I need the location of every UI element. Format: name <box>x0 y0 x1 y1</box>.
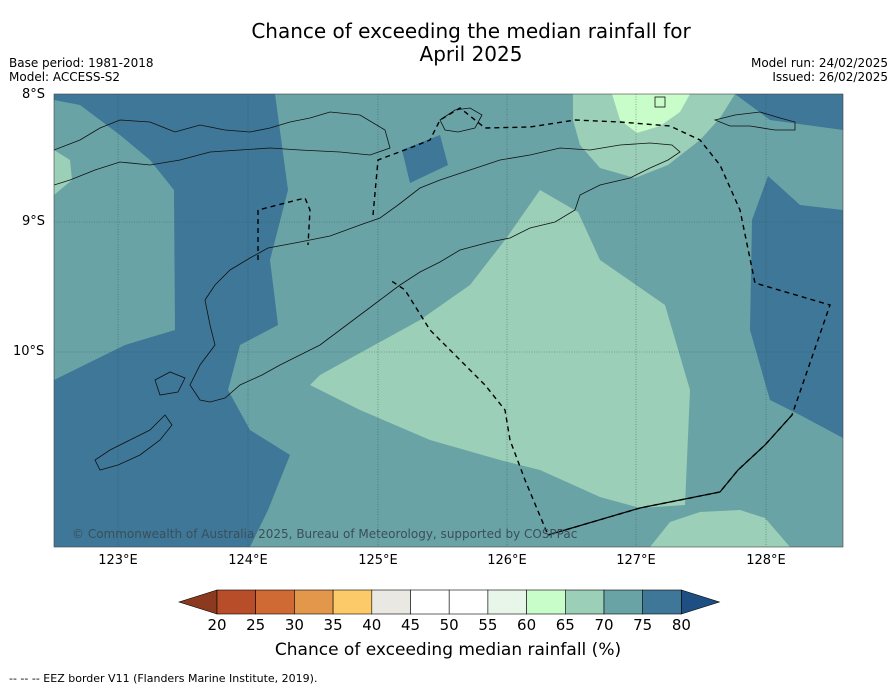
colorbar <box>178 589 721 615</box>
zone-75-80-east <box>750 176 843 438</box>
colorbar-tick-label: 25 <box>246 616 266 634</box>
issued-date: Issued: 26/02/2025 <box>772 70 888 84</box>
colorbar-swatch <box>410 589 450 615</box>
colorbar-tick-label: 35 <box>323 616 343 634</box>
zone-75-80-ne <box>735 94 843 130</box>
base-period: Base period: 1981-2018 <box>9 56 154 70</box>
colorbar-tick-label: 40 <box>362 616 382 634</box>
wetar-coast <box>713 111 796 131</box>
model-run: Model run: 24/02/2025 <box>750 56 888 70</box>
zone-65-70-north <box>573 94 735 178</box>
flores-coastline <box>54 111 391 186</box>
colorbar-tick-label: 55 <box>478 616 498 634</box>
colorbar-swatch <box>603 589 644 615</box>
colorbar-tick-label: 60 <box>517 616 537 634</box>
lon-label-127e: 127°E <box>616 553 656 568</box>
footer-note: -- -- -- EEZ border V11 (Flanders Marine… <box>9 672 318 685</box>
colorbar-tick-label: 75 <box>633 616 653 634</box>
colorbar-tick-label: 20 <box>207 616 227 634</box>
copyright-text: © Commonwealth of Australia 2025, Bureau… <box>72 527 577 541</box>
zone-65-70-central <box>310 190 690 508</box>
model-name: Model: ACCESS-S2 <box>9 70 121 84</box>
zone-65-70-south <box>650 510 790 547</box>
colorbar-swatch <box>487 589 527 615</box>
lon-label-128e: 128°E <box>746 553 786 568</box>
zone-75-80-west <box>54 94 290 547</box>
lon-label-126e: 126°E <box>487 553 527 568</box>
colorbar-tick-label: 70 <box>594 616 614 634</box>
title-line-2: April 2025 <box>419 42 523 66</box>
colorbar-extend-low <box>178 589 218 615</box>
colorbar-swatch <box>526 589 566 615</box>
colorbar-swatch <box>564 589 605 615</box>
lat-label-10s: 10°S <box>13 344 45 359</box>
map-area <box>54 94 843 547</box>
colorbar-swatch <box>255 589 295 615</box>
colorbar-swatch <box>332 589 373 615</box>
colorbar-tick-label: 30 <box>284 616 304 634</box>
title-line-1: Chance of exceeding the median rainfall … <box>251 19 691 43</box>
meta-left: Base period: 1981-2018 Model: ACCESS-S2 <box>9 56 154 84</box>
colorbar-title: Chance of exceeding median rainfall (%) <box>274 640 622 660</box>
colorbar-swatch <box>448 589 489 615</box>
colorbar-tick-label: 80 <box>671 616 691 634</box>
colorbar-swatch <box>216 589 257 615</box>
map-frame <box>53 93 844 548</box>
colorbar-swatch <box>371 589 411 615</box>
colorbar-tick-label: 65 <box>555 616 575 634</box>
lat-label-9s: 9°S <box>22 214 46 229</box>
graticule <box>54 94 843 547</box>
colorbar-swatch <box>642 589 682 615</box>
rote-island <box>154 371 186 396</box>
lat-label-8s: 8°S <box>22 87 46 102</box>
timor-coastline <box>189 142 681 403</box>
small-island <box>654 96 666 108</box>
zone-70-75-west-inner <box>54 105 172 375</box>
colorbar-swatch <box>294 589 334 615</box>
colorbar-extend-high <box>681 589 721 615</box>
sumba-coast <box>94 414 173 471</box>
map-title: Chance of exceeding the median rainfall … <box>0 20 896 66</box>
lon-label-125e: 125°E <box>358 553 398 568</box>
colorbar-tick-label: 45 <box>400 616 421 634</box>
eez-border-solid <box>547 414 793 536</box>
meta-right: Model run: 24/02/2025 Issued: 26/02/2025 <box>751 56 888 84</box>
lon-label-124e: 124°E <box>228 553 268 568</box>
lon-label-123e: 123°E <box>98 553 138 568</box>
colorbar-tick-label: 50 <box>439 616 459 634</box>
